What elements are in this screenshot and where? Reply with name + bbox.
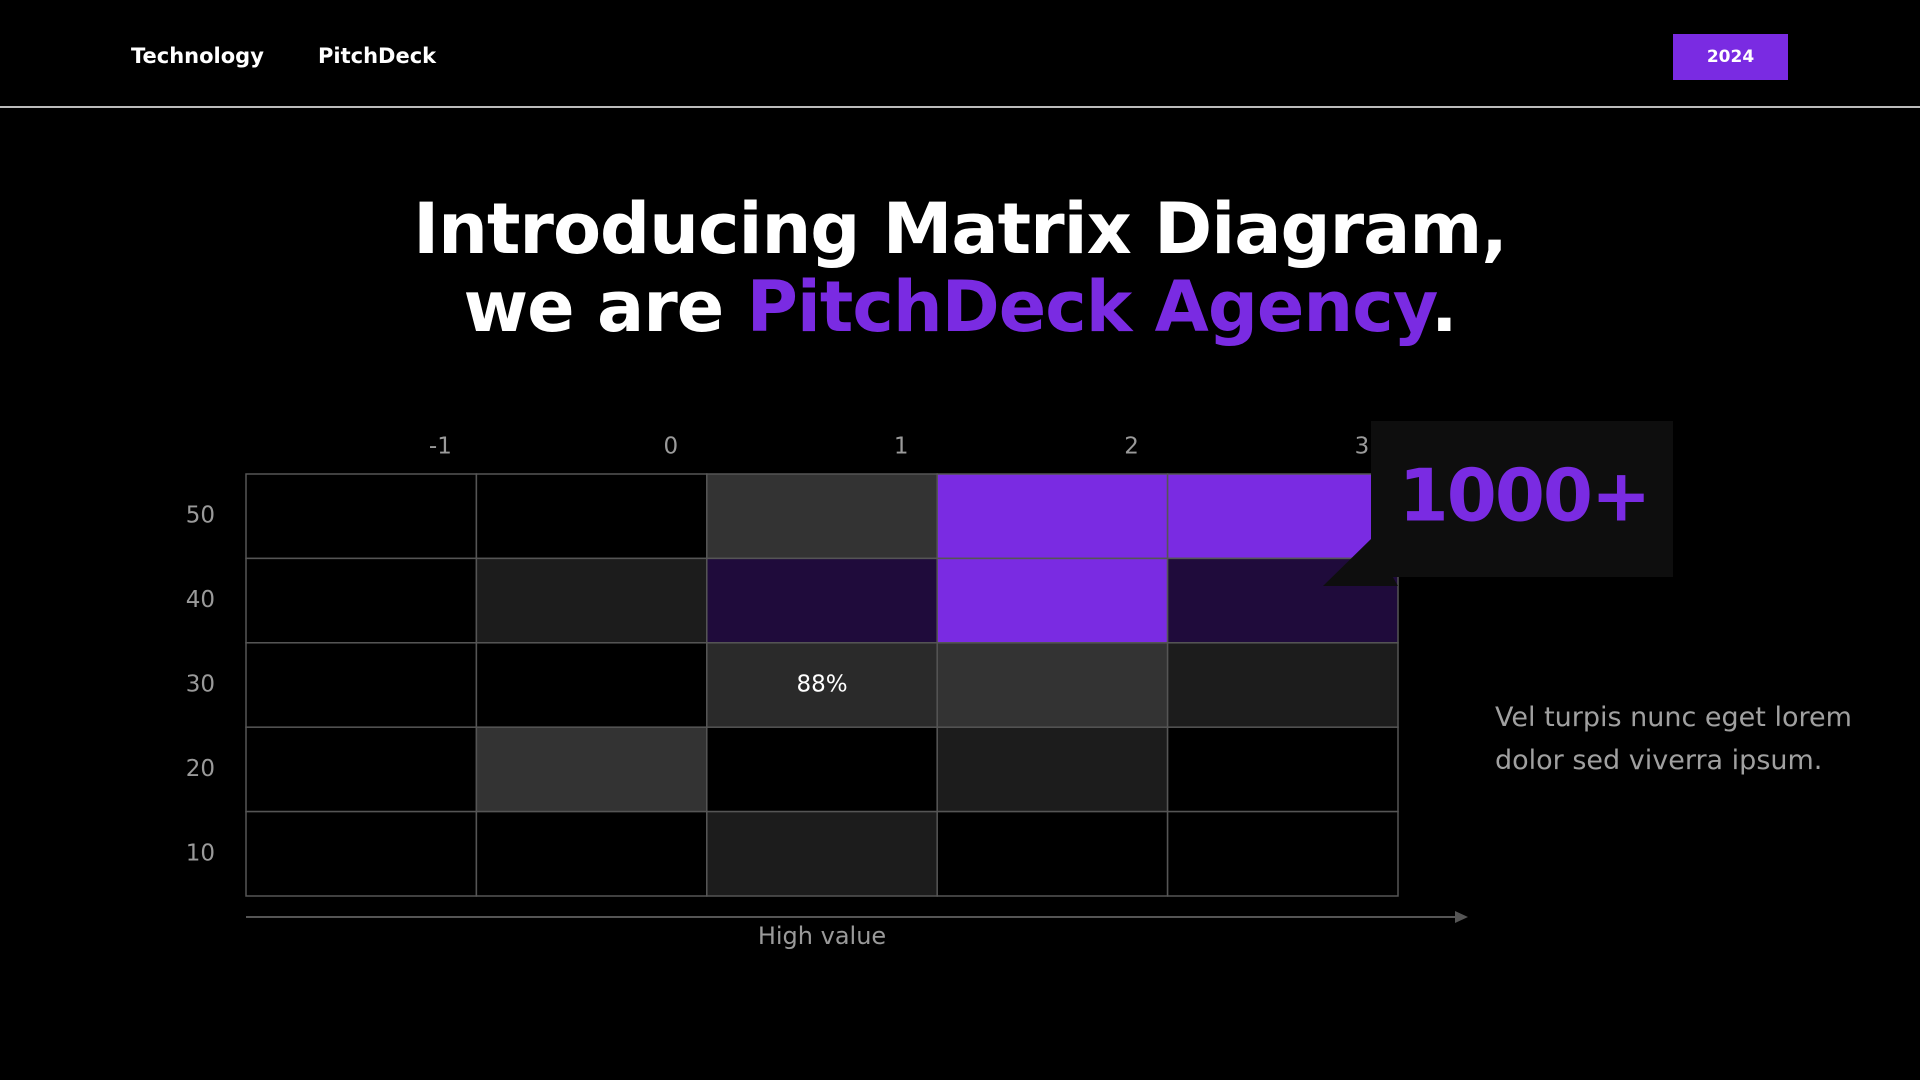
matrix-cell (1166, 473, 1399, 560)
callout-value: 1000+ (1399, 454, 1650, 538)
matrix-cell (245, 642, 478, 728)
matrix-cell (245, 726, 478, 813)
description: Vel turpis nunc eget lorem dolor sed viv… (1495, 702, 1852, 776)
x-axis-label: High value (758, 922, 886, 950)
row-label: 40 (186, 587, 215, 613)
matrix-cell (936, 557, 1169, 644)
divider (0, 106, 1920, 108)
cell-label: 88% (796, 672, 847, 698)
year-badge: 2024 (1673, 34, 1788, 80)
row-label: 10 (186, 840, 215, 866)
title-highlight: PitchDeck Agency (746, 266, 1432, 348)
matrix-cell (706, 810, 938, 897)
matrix-cell (475, 642, 708, 728)
row-label: 30 (186, 672, 215, 698)
row-label: 20 (186, 756, 215, 782)
matrix-cell (706, 473, 938, 560)
matrix-cell (475, 810, 708, 897)
column-label: 1 (894, 434, 909, 460)
column-label: 0 (663, 434, 678, 460)
matrix-cell (245, 810, 478, 897)
matrix-cell (706, 557, 938, 644)
matrix-cell (475, 557, 708, 644)
row-label: 50 (186, 503, 215, 529)
matrix-cell (936, 810, 1169, 897)
matrix-cell (475, 726, 708, 813)
matrix-cell (475, 473, 708, 560)
column-label: -1 (429, 434, 452, 460)
title-text: we are (463, 266, 747, 348)
axis-arrow (1455, 911, 1468, 923)
matrix-cell (245, 557, 478, 644)
nav-item[interactable]: Technology (131, 44, 264, 68)
nav-item[interactable]: PitchDeck (318, 44, 437, 68)
matrix-cell (245, 473, 478, 560)
matrix-cell (936, 642, 1169, 728)
matrix-cell (1166, 810, 1399, 897)
title-text: . (1430, 266, 1458, 348)
column-label: 3 (1355, 434, 1370, 460)
matrix-cell (706, 642, 938, 728)
title-line: Introducing Matrix Diagram, (413, 188, 1508, 270)
matrix-cell (1166, 642, 1399, 728)
matrix-cell (706, 726, 938, 813)
title-line: we are PitchDeck Agency. (0, 266, 1920, 348)
column-label: 2 (1124, 434, 1139, 460)
callout-box (1371, 421, 1673, 577)
matrix-cell (1166, 726, 1399, 813)
matrix-cell (936, 726, 1169, 813)
matrix-cell (936, 473, 1169, 560)
